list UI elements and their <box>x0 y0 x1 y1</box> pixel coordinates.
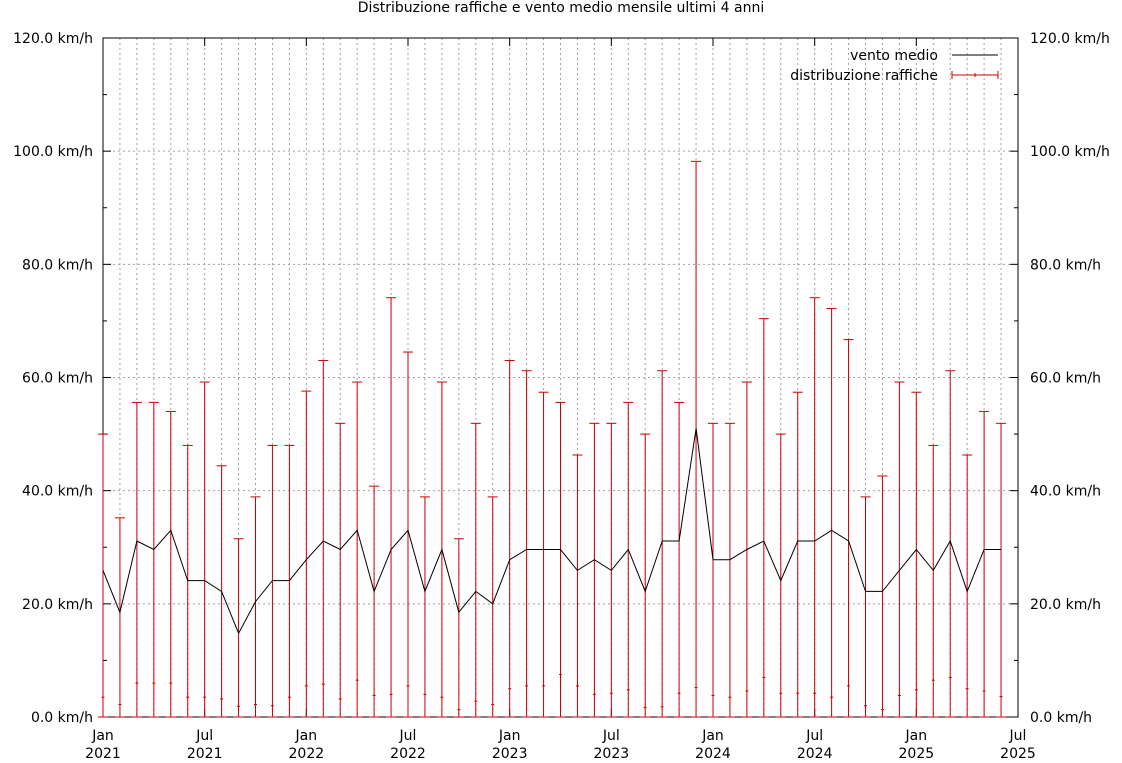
x-tick-label-month: Jan <box>295 728 318 744</box>
chart-title: Distribuzione raffiche e vento medio men… <box>358 0 764 16</box>
axes: 0.0 km/h 0.0 km/h 20.0 km/h 20.0 km/h 40.0 k… <box>13 31 1110 762</box>
x-tick-label-month: Jan <box>91 728 114 744</box>
x-tick-label-month: Jul <box>399 728 417 744</box>
x-tick-label-year: 2023 <box>492 746 528 762</box>
y-tick-label-right: 20.0 km/h <box>1030 597 1101 613</box>
x-tick-label-month: Jan <box>498 728 521 744</box>
x-tick-label-year: 2021 <box>187 746 223 762</box>
y-tick-label-left: 60.0 km/h <box>22 371 93 387</box>
y-tick-label-left: 120.0 km/h <box>13 31 93 47</box>
mean-wind-series <box>102 428 1002 635</box>
y-tick-label-left: 20.0 km/h <box>22 597 93 613</box>
y-tick-label-right: 40.0 km/h <box>1030 484 1101 500</box>
x-tick-label-month: Jan <box>905 728 928 744</box>
x-tick-label-year: 2025 <box>1000 746 1036 762</box>
x-tick-label-year: 2022 <box>289 746 325 762</box>
x-tick-label-year: 2024 <box>695 746 731 762</box>
x-tick-label-year: 2024 <box>797 746 833 762</box>
y-tick-label-left: 100.0 km/h <box>13 144 93 160</box>
y-tick-label-left: 80.0 km/h <box>22 257 93 273</box>
y-tick-label-left: 0.0 km/h <box>31 710 93 726</box>
y-tick-label-right: 0.0 km/h <box>1030 710 1092 726</box>
x-tick-label-month: Jan <box>701 728 724 744</box>
x-tick-label-year: 2023 <box>594 746 630 762</box>
x-tick-label-year: 2022 <box>390 746 426 762</box>
y-tick-label-left: 40.0 km/h <box>22 484 93 500</box>
x-tick-label-month: Jul <box>195 728 213 744</box>
legend-label-mean: vento medio <box>850 48 938 64</box>
x-tick-label-year: 2025 <box>899 746 935 762</box>
y-tick-label-right: 100.0 km/h <box>1030 144 1110 160</box>
x-tick-label-month: Jul <box>602 728 620 744</box>
legend: vento medio distribuzione raffiche <box>790 48 999 84</box>
y-tick-label-right: 80.0 km/h <box>1030 257 1101 273</box>
y-tick-label-right: 60.0 km/h <box>1030 371 1101 387</box>
legend-label-gusts: distribuzione raffiche <box>790 68 938 84</box>
x-tick-label-month: Jul <box>1009 728 1027 744</box>
gust-distribution-series <box>98 160 1007 718</box>
y-tick-label-right: 120.0 km/h <box>1030 31 1110 47</box>
x-tick-label-year: 2021 <box>85 746 121 762</box>
x-tick-label-month: Jul <box>805 728 823 744</box>
mean-wind-line <box>102 428 1002 635</box>
